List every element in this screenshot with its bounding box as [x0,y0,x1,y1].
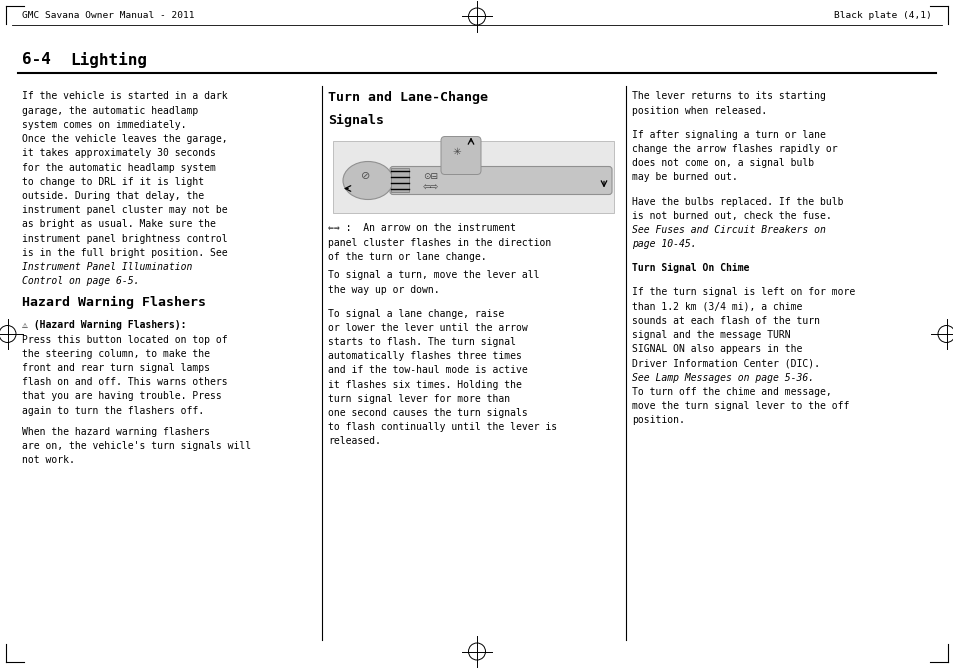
Text: If the vehicle is started in a dark: If the vehicle is started in a dark [22,92,228,102]
FancyBboxPatch shape [390,166,612,194]
Text: ⇐⇒ :  An arrow on the instrument: ⇐⇒ : An arrow on the instrument [328,224,516,234]
Text: it takes approximately 30 seconds: it takes approximately 30 seconds [22,148,215,158]
Text: is not burned out, check the fuse.: is not burned out, check the fuse. [631,211,831,221]
Text: for the automatic headlamp system: for the automatic headlamp system [22,162,215,172]
Text: as bright as usual. Make sure the: as bright as usual. Make sure the [22,219,215,229]
Text: ⊙⊟: ⊙⊟ [422,172,437,181]
Text: automatically flashes three times: automatically flashes three times [328,351,521,361]
Text: flash on and off. This warns others: flash on and off. This warns others [22,377,228,387]
Text: garage, the automatic headlamp: garage, the automatic headlamp [22,106,198,116]
Text: The lever returns to its starting: The lever returns to its starting [631,92,825,102]
Text: it flashes six times. Holding the: it flashes six times. Holding the [328,379,521,389]
Text: Press this button located on top of: Press this button located on top of [22,335,228,345]
Text: outside. During that delay, the: outside. During that delay, the [22,191,204,201]
Text: To turn off the chime and message,: To turn off the chime and message, [631,387,831,397]
Text: See Fuses and Circuit Breakers on: See Fuses and Circuit Breakers on [631,225,825,235]
Text: not work.: not work. [22,455,74,465]
Text: move the turn signal lever to the off: move the turn signal lever to the off [631,401,848,411]
Text: position.: position. [631,415,684,426]
Text: Hazard Warning Flashers: Hazard Warning Flashers [22,297,206,309]
Text: that you are having trouble. Press: that you are having trouble. Press [22,391,221,401]
Text: 6-4: 6-4 [22,52,51,67]
Text: turn signal lever for more than: turn signal lever for more than [328,394,510,404]
Text: Turn and Lane-Change: Turn and Lane-Change [328,92,488,104]
Text: To signal a turn, move the lever all: To signal a turn, move the lever all [328,271,539,281]
Text: page 10-45.: page 10-45. [631,239,696,249]
Text: position when released.: position when released. [631,106,766,116]
Text: SIGNAL ON also appears in the: SIGNAL ON also appears in the [631,344,801,354]
Text: again to turn the flashers off.: again to turn the flashers off. [22,405,204,415]
Text: signal and the message TURN: signal and the message TURN [631,330,790,340]
Text: GMC Savana Owner Manual - 2011: GMC Savana Owner Manual - 2011 [22,11,194,20]
Text: If the turn signal is left on for more: If the turn signal is left on for more [631,287,854,297]
Text: Turn Signal On Chime: Turn Signal On Chime [631,263,749,273]
Text: the way up or down.: the way up or down. [328,285,439,295]
Text: is in the full bright position. See: is in the full bright position. See [22,248,228,258]
Text: panel cluster flashes in the direction: panel cluster flashes in the direction [328,238,551,248]
Text: starts to flash. The turn signal: starts to flash. The turn signal [328,337,516,347]
Text: To signal a lane change, raise: To signal a lane change, raise [328,309,504,319]
Text: to change to DRL if it is light: to change to DRL if it is light [22,177,204,186]
Text: and if the tow-haul mode is active: and if the tow-haul mode is active [328,365,527,375]
Text: ✳: ✳ [452,147,461,157]
Text: front and rear turn signal lamps: front and rear turn signal lamps [22,363,210,373]
Text: Control on page 6-5.: Control on page 6-5. [22,276,139,286]
Text: sounds at each flash of the turn: sounds at each flash of the turn [631,316,820,326]
Text: does not come on, a signal bulb: does not come on, a signal bulb [631,158,813,168]
Text: system comes on immediately.: system comes on immediately. [22,120,186,130]
Text: Signals: Signals [328,114,384,126]
Text: are on, the vehicle's turn signals will: are on, the vehicle's turn signals will [22,441,251,451]
Text: than 1.2 km (3/4 mi), a chime: than 1.2 km (3/4 mi), a chime [631,302,801,312]
Text: change the arrow flashes rapidly or: change the arrow flashes rapidly or [631,144,837,154]
Text: Once the vehicle leaves the garage,: Once the vehicle leaves the garage, [22,134,228,144]
Text: Have the bulbs replaced. If the bulb: Have the bulbs replaced. If the bulb [631,196,842,206]
Text: instrument panel brightness control: instrument panel brightness control [22,234,228,244]
Text: ⊘: ⊘ [361,172,371,182]
Text: ⚠ (Hazard Warning Flashers):: ⚠ (Hazard Warning Flashers): [22,320,186,331]
Text: See Lamp Messages on page 5-36.: See Lamp Messages on page 5-36. [631,373,813,383]
Text: Driver Information Center (DIC).: Driver Information Center (DIC). [631,359,820,369]
Text: Instrument Panel Illumination: Instrument Panel Illumination [22,262,193,272]
Text: to flash continually until the lever is: to flash continually until the lever is [328,422,557,432]
Text: released.: released. [328,436,380,446]
Text: When the hazard warning flashers: When the hazard warning flashers [22,427,210,437]
Text: Black plate (4,1): Black plate (4,1) [833,11,931,20]
Text: If after signaling a turn or lane: If after signaling a turn or lane [631,130,825,140]
Text: may be burned out.: may be burned out. [631,172,737,182]
Text: the steering column, to make the: the steering column, to make the [22,349,210,359]
Bar [391,168,409,192]
Text: of the turn or lane change.: of the turn or lane change. [328,252,486,262]
Text: Lighting: Lighting [70,52,147,68]
Bar [333,142,614,214]
Text: ⇦⇨: ⇦⇨ [422,182,438,192]
Text: instrument panel cluster may not be: instrument panel cluster may not be [22,205,228,215]
FancyBboxPatch shape [440,136,480,174]
Text: one second causes the turn signals: one second causes the turn signals [328,408,527,418]
Text: or lower the lever until the arrow: or lower the lever until the arrow [328,323,527,333]
Ellipse shape [343,162,393,200]
